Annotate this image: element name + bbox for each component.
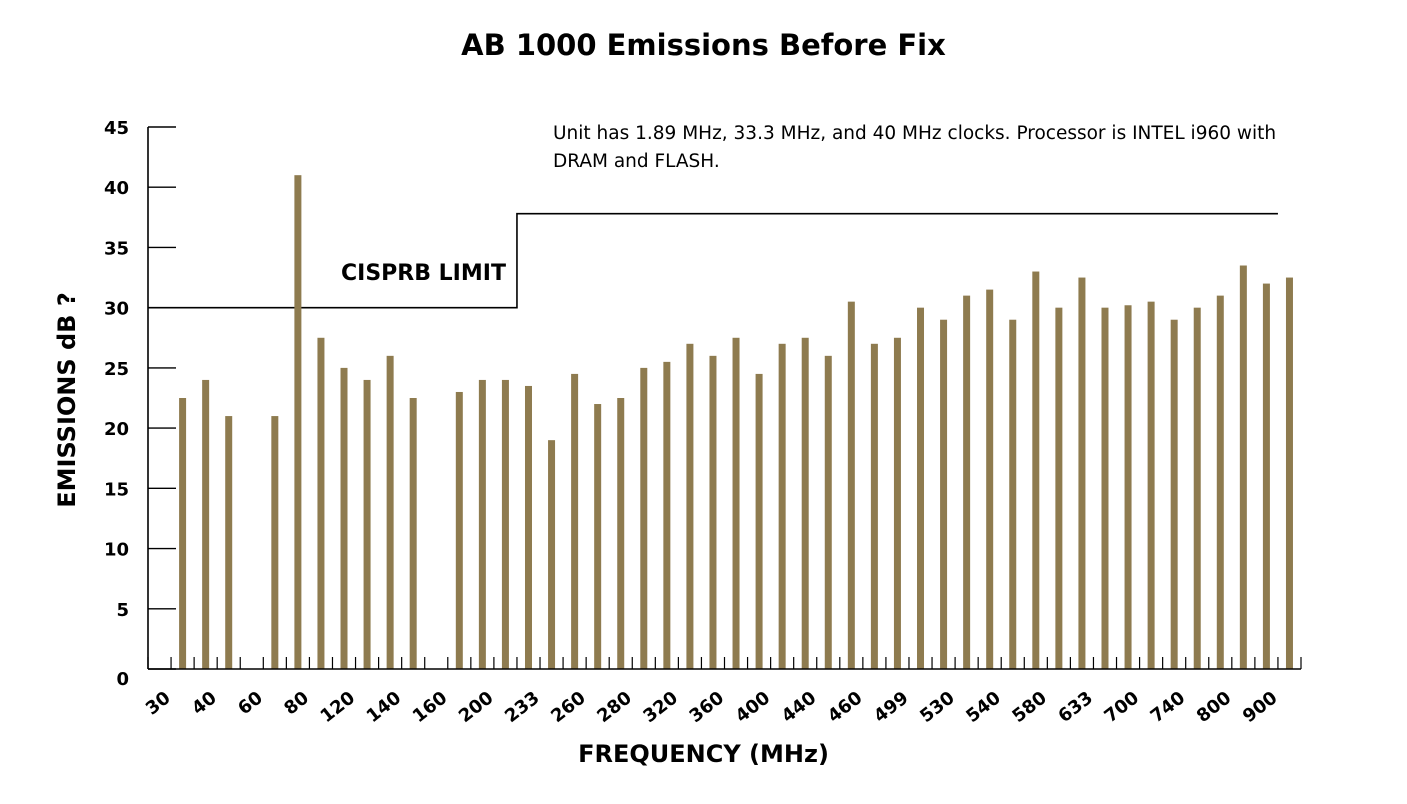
x-tick-label: 200 <box>455 687 498 727</box>
bar <box>1124 305 1132 669</box>
x-tick-label: 233 <box>501 687 544 727</box>
bar <box>386 355 394 669</box>
x-tick-label: 280 <box>593 687 636 727</box>
bar <box>363 379 371 669</box>
bar <box>709 355 717 669</box>
y-tick-label: 15 <box>104 479 129 500</box>
bar <box>1147 301 1155 669</box>
bar <box>317 337 325 669</box>
y-tick-label: 20 <box>104 419 129 440</box>
x-tick-label: 440 <box>778 687 821 727</box>
x-tick-label: 260 <box>547 687 590 727</box>
x-tick-label: 30 <box>142 687 175 719</box>
bar <box>1078 277 1086 669</box>
bar <box>1216 295 1224 669</box>
bar <box>917 307 925 669</box>
x-tick-label: 60 <box>234 687 267 719</box>
x-tick-label: 540 <box>962 687 1005 727</box>
bar <box>1009 319 1017 669</box>
bar <box>1032 271 1040 669</box>
x-tick-label: 900 <box>1239 687 1282 727</box>
bar <box>1055 307 1063 669</box>
bar <box>478 379 486 669</box>
bar <box>755 373 763 669</box>
bar <box>409 398 417 669</box>
bar <box>870 343 878 669</box>
y-tick-label: 10 <box>104 540 129 561</box>
bar <box>179 398 187 669</box>
y-tick-label: 40 <box>104 178 129 199</box>
bar <box>778 343 786 669</box>
x-tick-label: 320 <box>639 687 682 727</box>
bar <box>1193 307 1201 669</box>
x-tick-label: 400 <box>732 687 775 727</box>
x-tick-label: 360 <box>686 687 729 727</box>
bar <box>801 337 809 669</box>
x-tick-label: 80 <box>280 687 313 719</box>
chart-title: AB 1000 Emissions Before Fix <box>461 28 946 62</box>
bar <box>501 379 509 669</box>
bar <box>1262 283 1270 669</box>
x-tick-label: 633 <box>1054 687 1097 727</box>
y-tick-label: 25 <box>104 359 129 380</box>
bar <box>732 337 740 669</box>
bar <box>202 379 210 669</box>
x-tick-label: 580 <box>1008 687 1051 727</box>
bar <box>940 319 948 669</box>
y-tick-label: 5 <box>116 600 129 621</box>
bar <box>986 289 994 669</box>
x-tick-label: 460 <box>824 687 867 727</box>
bar <box>663 361 671 669</box>
chart-annotation: Unit has 1.89 MHz, 33.3 MHz, and 40 MHz … <box>553 123 1277 172</box>
bar <box>524 385 532 669</box>
x-tick-label: 40 <box>188 687 221 719</box>
y-tick-label: 35 <box>104 238 129 259</box>
bar <box>225 416 233 669</box>
bar <box>686 343 694 669</box>
x-tick-label: 499 <box>870 687 913 727</box>
bar <box>294 175 302 669</box>
bar <box>893 337 901 669</box>
x-tick-label: 120 <box>317 687 360 727</box>
bar <box>617 398 625 669</box>
x-tick-label: 800 <box>1193 687 1236 727</box>
bar <box>824 355 832 669</box>
bar <box>271 416 279 669</box>
cispr-limit-line <box>148 212 1278 309</box>
x-tick-label: 140 <box>363 687 406 727</box>
bar <box>571 373 579 669</box>
x-tick-label: 530 <box>916 687 959 727</box>
bar <box>1239 265 1247 669</box>
bar <box>1101 307 1109 669</box>
limit-line-label: CISPRB LIMIT <box>341 261 506 286</box>
x-axis-label: FREQUENCY (MHz) <box>578 740 829 768</box>
y-tick-label: 45 <box>104 118 129 139</box>
x-tick-label: 160 <box>409 687 452 727</box>
bar <box>548 440 556 669</box>
bar <box>340 367 348 669</box>
y-tick-label: 30 <box>104 299 129 320</box>
bar <box>594 404 602 669</box>
bar <box>455 391 463 669</box>
bar <box>640 367 648 669</box>
bar <box>847 301 855 669</box>
bar <box>963 295 971 669</box>
x-tick-label: 740 <box>1147 687 1190 727</box>
y-tick-label: 0 <box>116 669 129 690</box>
bar <box>1170 319 1178 669</box>
bar <box>1285 277 1293 669</box>
x-tick-label: 700 <box>1101 687 1144 727</box>
